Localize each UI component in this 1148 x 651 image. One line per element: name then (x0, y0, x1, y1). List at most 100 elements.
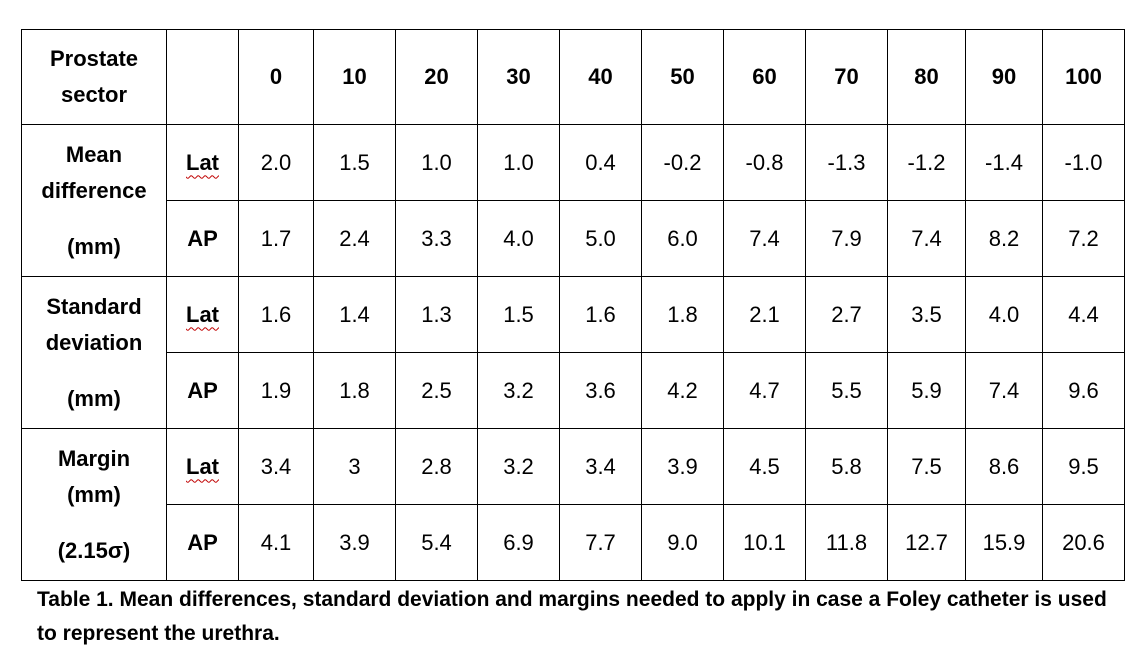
table-row: AP 1.9 1.8 2.5 3.2 3.6 4.2 4.7 5.5 5.9 7.4 9.6 (22, 352, 1125, 429)
header-row: Prostate sector 0 10 20 30 40 50 60 70 80 90 100 (21, 29, 1125, 125)
table-cell: 3 (313, 428, 396, 505)
column-header-70: 70 (805, 29, 888, 125)
table-cell: 1.5 (313, 124, 396, 201)
table-cell: 4.5 (723, 428, 806, 505)
table-caption: Table 1. Mean differences, standard devi… (37, 588, 1107, 645)
table-cell: 1.9 (238, 352, 314, 429)
table-cell: 3.4 (559, 428, 642, 505)
table-cell: 7.2 (1042, 200, 1125, 277)
table-cell: 12.7 (887, 504, 966, 581)
table-cell: 11.8 (805, 504, 888, 581)
table-cell: 6.0 (641, 200, 724, 277)
row-label: Lat (186, 149, 219, 175)
column-header-40: 40 (559, 29, 642, 125)
group-label-cell: Mean difference (mm) (21, 124, 167, 277)
table-cell: 1.4 (313, 276, 396, 353)
table-cell: 8.6 (965, 428, 1043, 505)
column-header-20: 20 (395, 29, 478, 125)
empty-header-cell (166, 29, 239, 125)
table-cell: 3.2 (477, 352, 560, 429)
table-cell: 4.0 (965, 276, 1043, 353)
column-header-10: 10 (313, 29, 396, 125)
prostate-sector-label: Prostate sector (49, 46, 139, 107)
table-cell: 7.4 (965, 352, 1043, 429)
table-cell: 1.0 (395, 124, 478, 201)
table-cell: -1.0 (1042, 124, 1125, 201)
table-cell: 7.4 (887, 200, 966, 277)
table-cell: 2.7 (805, 276, 888, 353)
table-cell: 7.9 (805, 200, 888, 277)
row-label: Lat (186, 453, 219, 479)
table-cell: -0.2 (641, 124, 724, 201)
results-table: Prostate sector 0 10 20 30 40 50 60 70 80 90 100 M… (21, 29, 1125, 581)
column-header-90: 90 (965, 29, 1043, 125)
group-label-line: difference (41, 177, 147, 203)
row-label-cell: AP (166, 504, 239, 581)
table-cell: 9.0 (641, 504, 724, 581)
table-row: Margin (mm) (2.15σ) Lat 3.4 3 2.8 3.2 3.4 3.9 4.5 5… (21, 428, 1125, 581)
table-cell: 5.4 (395, 504, 478, 581)
row-label: AP (187, 529, 218, 555)
row-label-cell: AP (166, 352, 239, 429)
table-cell: 3.3 (395, 200, 478, 277)
table-row: Standard deviation (mm) Lat 1.6 1.4 1.3 1.5 1.6 1… (21, 276, 1125, 429)
column-header-60: 60 (723, 29, 806, 125)
table-cell: 7.4 (723, 200, 806, 277)
table-row: Mean difference (mm) Lat 2.0 1.5 1.0 1.0 0.4 -0.2… (21, 124, 1125, 277)
row-label: Lat (186, 301, 219, 327)
table-cell: 5.0 (559, 200, 642, 277)
group-label-line: Mean (65, 141, 123, 167)
column-header-100: 100 (1042, 29, 1125, 125)
table-cell: 15.9 (965, 504, 1043, 581)
group-label-line: Margin (57, 445, 131, 471)
table-cell: -1.2 (887, 124, 966, 201)
table-cell: -0.8 (723, 124, 806, 201)
column-header-0: 0 (238, 29, 314, 125)
prostate-sector-header: Prostate sector (21, 29, 167, 125)
row-label-cell: AP (166, 200, 239, 277)
row-label: AP (187, 377, 218, 403)
table-cell: 3.5 (887, 276, 966, 353)
table-cell: 1.6 (238, 276, 314, 353)
table-cell: 9.6 (1042, 352, 1125, 429)
table-cell: 3.9 (641, 428, 724, 505)
table-row: AP 1.7 2.4 3.3 4.0 5.0 6.0 7.4 7.9 7.4 8.2 7.2 (22, 200, 1125, 277)
group-label-line: Standard (46, 293, 142, 319)
group-label-line: (2.15σ) (57, 537, 131, 563)
table-cell: 4.7 (723, 352, 806, 429)
table-cell: 3.4 (238, 428, 314, 505)
table-cell: 2.8 (395, 428, 478, 505)
table-cell: 1.7 (238, 200, 314, 277)
table-cell: 4.0 (477, 200, 560, 277)
group-label-cell: Margin (mm) (2.15σ) (21, 428, 167, 581)
column-header-80: 80 (887, 29, 966, 125)
table-cell: 20.6 (1042, 504, 1125, 581)
table-cell: 1.6 (559, 276, 642, 353)
table-cell: 4.1 (238, 504, 314, 581)
group-label-line: (mm) (67, 385, 121, 411)
table-cell: 4.4 (1042, 276, 1125, 353)
table-cell: 3.6 (559, 352, 642, 429)
group-label-line: (mm) (67, 233, 121, 259)
table-cell: 0.4 (559, 124, 642, 201)
table-cell: 10.1 (723, 504, 806, 581)
table-cell: 1.0 (477, 124, 560, 201)
table-cell: 1.8 (641, 276, 724, 353)
table-cell: 9.5 (1042, 428, 1125, 505)
table-cell: 8.2 (965, 200, 1043, 277)
table-cell: 3.9 (313, 504, 396, 581)
table-cell: 1.8 (313, 352, 396, 429)
table-cell: 1.5 (477, 276, 560, 353)
table-cell: 5.9 (887, 352, 966, 429)
table-cell: 1.3 (395, 276, 478, 353)
row-label-cell: Lat (166, 276, 239, 353)
table-cell: 7.5 (887, 428, 966, 505)
column-header-30: 30 (477, 29, 560, 125)
table-cell: 2.1 (723, 276, 806, 353)
row-label-cell: Lat (166, 124, 239, 201)
group-label-cell: Standard deviation (mm) (21, 276, 167, 429)
table-cell: 5.5 (805, 352, 888, 429)
table-cell: 5.8 (805, 428, 888, 505)
row-label: AP (187, 225, 218, 251)
table-cell: 2.0 (238, 124, 314, 201)
